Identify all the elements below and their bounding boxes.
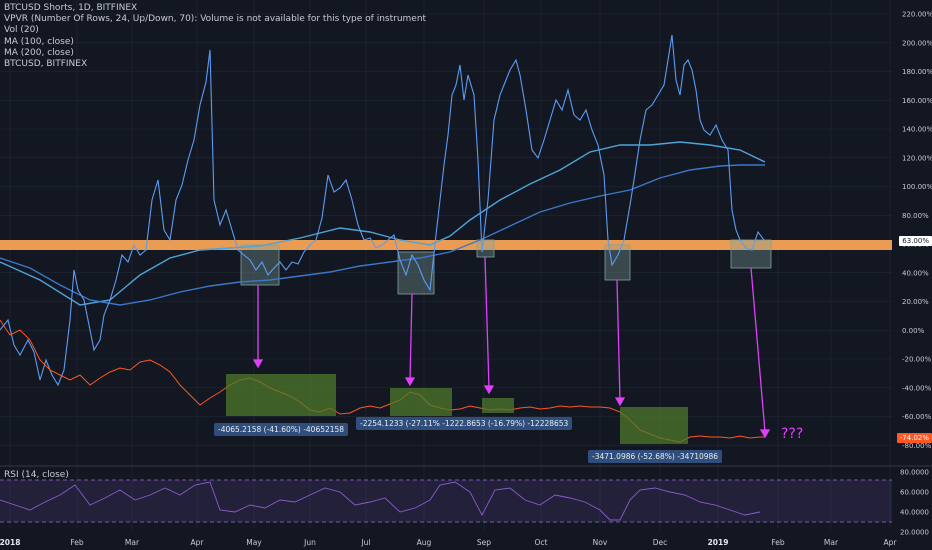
y-axis-label: 160.00% <box>902 97 932 105</box>
price-tag-current: 63.00% <box>899 236 932 246</box>
legend-overlay[interactable]: BTCUSD, BITFINEX <box>4 59 88 70</box>
x-axis-label: Jun <box>303 538 316 547</box>
x-axis-label: Feb <box>771 538 785 547</box>
price-line <box>0 34 765 387</box>
x-axis-label: 2018 <box>0 538 20 547</box>
x-axis-label: Nov <box>593 538 608 547</box>
y-axis-label: 180.00% <box>902 68 932 76</box>
x-axis-label: Mar <box>125 538 140 547</box>
rsi-axis: 80.0000 60.0000 40.0000 20.0000 <box>900 469 929 537</box>
legend-vpvr[interactable]: VPVR (Number Of Rows, 24, Up/Down, 70): … <box>4 14 427 25</box>
rsi-axis-label: 60.0000 <box>900 489 929 497</box>
y-axis-label: -20.00% <box>902 356 932 364</box>
shorts-drop-boxes <box>226 374 688 444</box>
x-axis-label: Mar <box>824 538 839 547</box>
rsi-band <box>0 480 892 522</box>
x-axis-label: Feb <box>70 538 84 547</box>
support-band <box>0 240 892 250</box>
y-axis-label: 200.00% <box>902 39 932 47</box>
annotation-label-1: -4065.2158 (-41.60%) -40652158 <box>214 423 349 436</box>
x-axis-label: 2019 <box>708 538 729 547</box>
y-axis: 220.00% 200.00% 180.00% 160.00% 140.00% 120.0… <box>902 11 932 450</box>
legend-ma100[interactable]: MA (100, close) <box>4 36 74 47</box>
ma200-line <box>0 164 765 306</box>
x-axis-label: May <box>246 538 262 547</box>
grid-lines <box>0 0 892 530</box>
rsi-line <box>0 481 761 521</box>
x-axis-label: Jul <box>360 538 370 547</box>
legend-volume[interactable]: Vol (20) <box>4 25 39 36</box>
legend-symbol[interactable]: BTCUSD Shorts, 1D, BITFINEX <box>4 3 138 13</box>
y-axis-label: -60.00% <box>902 413 932 421</box>
x-axis-label: Aug <box>417 538 432 547</box>
y-axis-label: 100.00% <box>902 183 932 191</box>
arrows <box>252 256 771 439</box>
x-axis-label: Apr <box>884 538 898 547</box>
annotation-label-3: -3471.0986 (-52.68%) -34710986 <box>588 450 723 463</box>
x-axis-label: Sep <box>477 538 491 547</box>
question-marks: ??? <box>781 426 804 442</box>
y-axis-label: -80.00% <box>902 442 932 450</box>
rsi-axis-label: 80.0000 <box>900 469 929 477</box>
annotation-label-2: -2254.1233 (-27.11% -1222.8653 (-16.79%)… <box>356 417 573 430</box>
y-axis-label: 20.00% <box>902 298 929 306</box>
x-axis: 2018 Feb Mar Apr May Jun Jul Aug Sep Oct Nov Dec 201… <box>0 538 897 547</box>
ma100-line <box>0 141 766 306</box>
price-tag-shorts: -74.02% <box>896 433 932 443</box>
rsi-axis-label: 20.0000 <box>900 529 929 537</box>
legend: BTCUSD Shorts, 1D, BITFINEX VPVR (Number… <box>4 3 426 70</box>
x-axis-label: Oct <box>535 538 548 547</box>
rsi-axis-label: 40.0000 <box>900 509 929 517</box>
y-axis-label: 40.00% <box>902 269 929 277</box>
y-axis-label: -40.00% <box>902 384 932 392</box>
y-axis-label: 220.00% <box>902 11 932 19</box>
rsi-legend[interactable]: RSI (14, close) <box>4 470 69 480</box>
x-axis-label: Dec <box>653 538 668 547</box>
y-axis-label: 120.00% <box>902 154 932 162</box>
y-axis-label: 0.00% <box>902 327 925 335</box>
x-axis-label: Apr <box>191 538 205 547</box>
y-axis-label: 80.00% <box>902 212 929 220</box>
legend-ma200[interactable]: MA (200, close) <box>4 47 74 58</box>
y-axis-label: 140.00% <box>902 126 932 134</box>
